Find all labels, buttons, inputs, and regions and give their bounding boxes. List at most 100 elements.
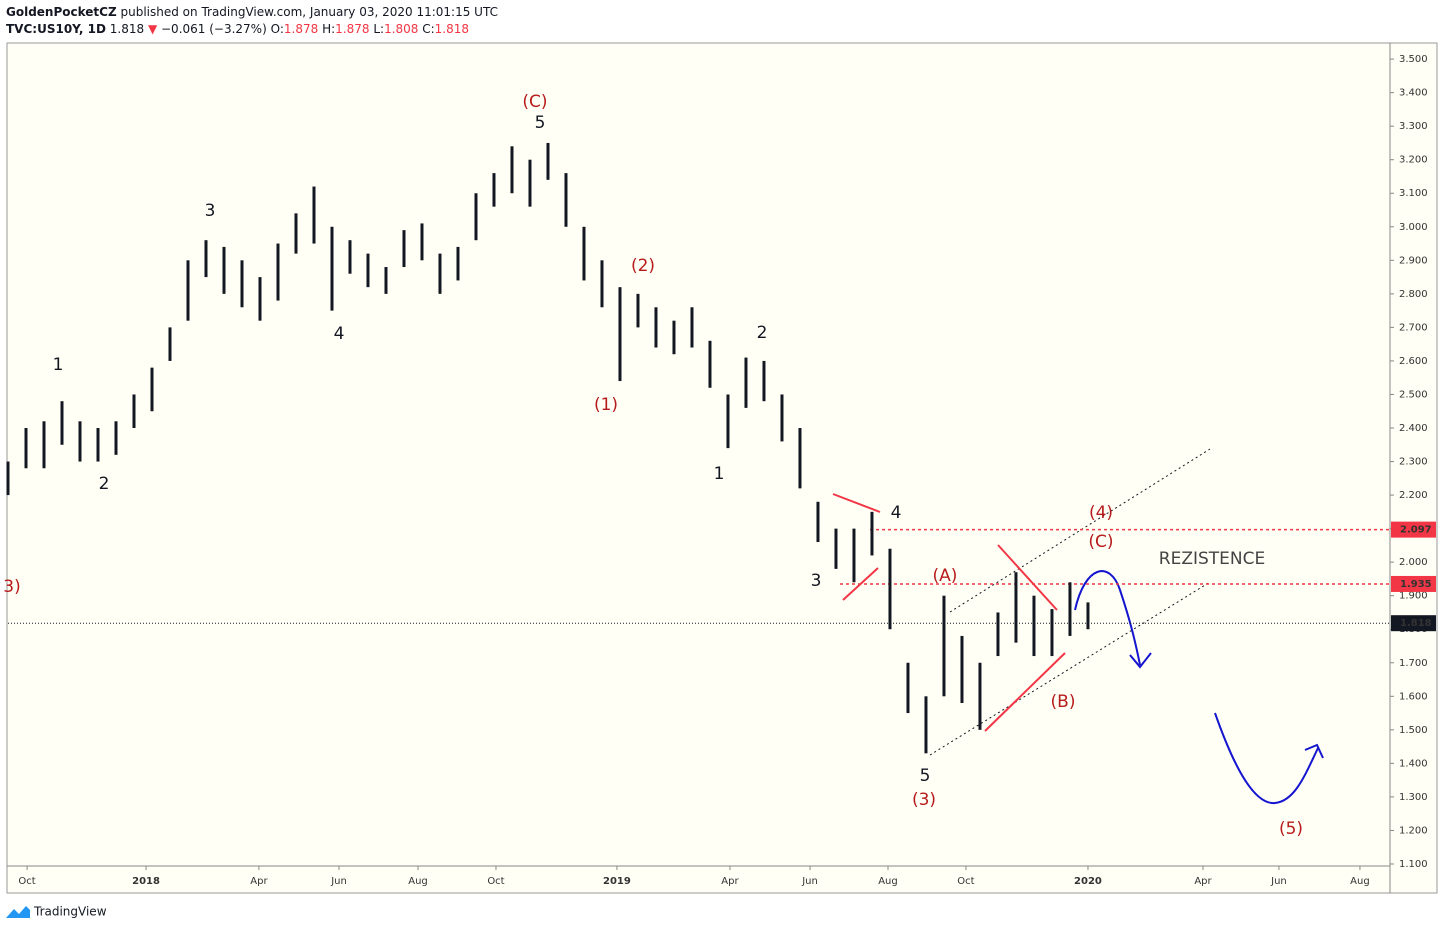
- last-price-label: 1.818: [1400, 618, 1432, 629]
- arrow-head: [1129, 652, 1152, 669]
- x-tick-label: Apr: [1194, 876, 1212, 887]
- y-tick-label: 1.300: [1399, 792, 1428, 803]
- x-tick-label: 2019: [603, 876, 631, 887]
- wave-label: 3): [3, 577, 20, 597]
- h: 1.878: [335, 22, 369, 36]
- price-bar: [762, 360, 766, 402]
- price: 1.818: [110, 22, 144, 36]
- y-tick-label: 2.400: [1399, 423, 1428, 434]
- wave-label: 4: [334, 324, 345, 344]
- level-tag: [1391, 521, 1436, 538]
- price-bar: [636, 293, 640, 328]
- x-tick-label: Jun: [801, 876, 818, 887]
- price-bar: [294, 213, 298, 254]
- l: 1.808: [384, 22, 418, 36]
- price-bar: [150, 367, 154, 412]
- price-bar: [204, 240, 208, 278]
- red-line: [997, 544, 1058, 611]
- logo-icon: [6, 906, 30, 918]
- arrow-head: [1304, 743, 1324, 759]
- price-bar: [6, 461, 10, 496]
- price-bar: [852, 528, 856, 583]
- price-bar: [240, 260, 244, 308]
- price-bar: [798, 428, 802, 489]
- price-bar: [870, 511, 874, 556]
- price-bar: [366, 253, 370, 288]
- channel-upper: [949, 448, 1211, 613]
- price-bar: [402, 230, 406, 268]
- x-tick-label: Aug: [878, 876, 898, 887]
- h-label: H:: [322, 22, 335, 36]
- wave-label: 3: [205, 201, 216, 221]
- price-bar: [60, 401, 64, 445]
- y-tick-label: 1.400: [1399, 758, 1428, 769]
- wave-label: 1: [53, 355, 64, 375]
- price-bar: [564, 173, 568, 227]
- price-bar: [960, 635, 964, 704]
- level-tag: [1391, 575, 1436, 592]
- price-bar: [672, 320, 676, 355]
- x-tick-label: Aug: [408, 876, 428, 887]
- price-bar: [492, 173, 496, 207]
- x-tick-label: Apr: [250, 876, 268, 887]
- header-line-1: GoldenPocketCZ published on TradingView.…: [6, 5, 498, 19]
- price-bar: [510, 146, 514, 194]
- price-bar: [1014, 572, 1018, 643]
- drawings: [832, 448, 1390, 805]
- y-tick-label: 2.800: [1399, 289, 1428, 300]
- level-label: 1.935: [1400, 579, 1432, 590]
- o: 1.878: [284, 22, 318, 36]
- y-tick-label: 1.100: [1399, 859, 1428, 870]
- chart-frame: [6, 42, 1438, 894]
- price-bar: [654, 307, 658, 348]
- y-tick-label: 2.600: [1399, 356, 1428, 367]
- x-tick-label: Aug: [1350, 876, 1370, 887]
- price-bar: [24, 428, 28, 469]
- y-tick-label: 1.700: [1399, 658, 1428, 669]
- price-bar: [312, 186, 316, 244]
- y-tick-label: 2.000: [1399, 557, 1428, 568]
- x-tick-label: 2020: [1074, 876, 1102, 887]
- symbol: TVC:US10Y, 1D: [6, 22, 106, 36]
- price-bar: [600, 260, 604, 308]
- forecast-arrow: [1214, 712, 1319, 805]
- price-bar: [888, 548, 892, 630]
- change: −0.061 (−3.27%): [161, 22, 267, 36]
- price-bar: [744, 357, 748, 408]
- price-bar: [906, 662, 910, 714]
- price-bar: [96, 428, 100, 462]
- red-line: [832, 493, 881, 513]
- y-tick-label: 3.100: [1399, 188, 1428, 199]
- y-tick-label: 1.600: [1399, 691, 1428, 702]
- price-bar: [438, 253, 442, 294]
- y-tick-label: 2.900: [1399, 255, 1428, 266]
- price-bar: [1032, 595, 1036, 657]
- l-label: L:: [373, 22, 384, 36]
- y-tick-label: 1.500: [1399, 725, 1428, 736]
- price-bar: [834, 528, 838, 569]
- wave-label: (A): [933, 566, 958, 586]
- wave-label: 4: [891, 503, 902, 523]
- price-bar: [348, 240, 352, 274]
- wave-label: 2: [99, 474, 110, 494]
- price-bar: [726, 394, 730, 449]
- x-tick-label: Apr: [721, 876, 739, 887]
- y-tick-label: 2.300: [1399, 457, 1428, 468]
- y-tick-label: 3.000: [1399, 222, 1428, 233]
- wave-label: REZISTENCE: [1159, 549, 1265, 569]
- y-tick-label: 3.500: [1399, 54, 1428, 65]
- price-bar: [186, 260, 190, 321]
- x-tick-label: Oct: [487, 876, 504, 887]
- y-tick-label: 3.200: [1399, 155, 1428, 166]
- red-line: [984, 652, 1066, 732]
- footer-brand: TradingView: [33, 905, 107, 919]
- price-bar: [78, 421, 82, 462]
- arrow: ▼: [148, 22, 158, 36]
- price-bar: [924, 696, 928, 754]
- price-bar: [456, 246, 460, 281]
- author: GoldenPocketCZ: [6, 5, 117, 19]
- wave-label: 2: [757, 323, 768, 343]
- price-bar: [474, 193, 478, 241]
- x-tick-label: 2018: [132, 876, 160, 887]
- price-bar: [114, 421, 118, 455]
